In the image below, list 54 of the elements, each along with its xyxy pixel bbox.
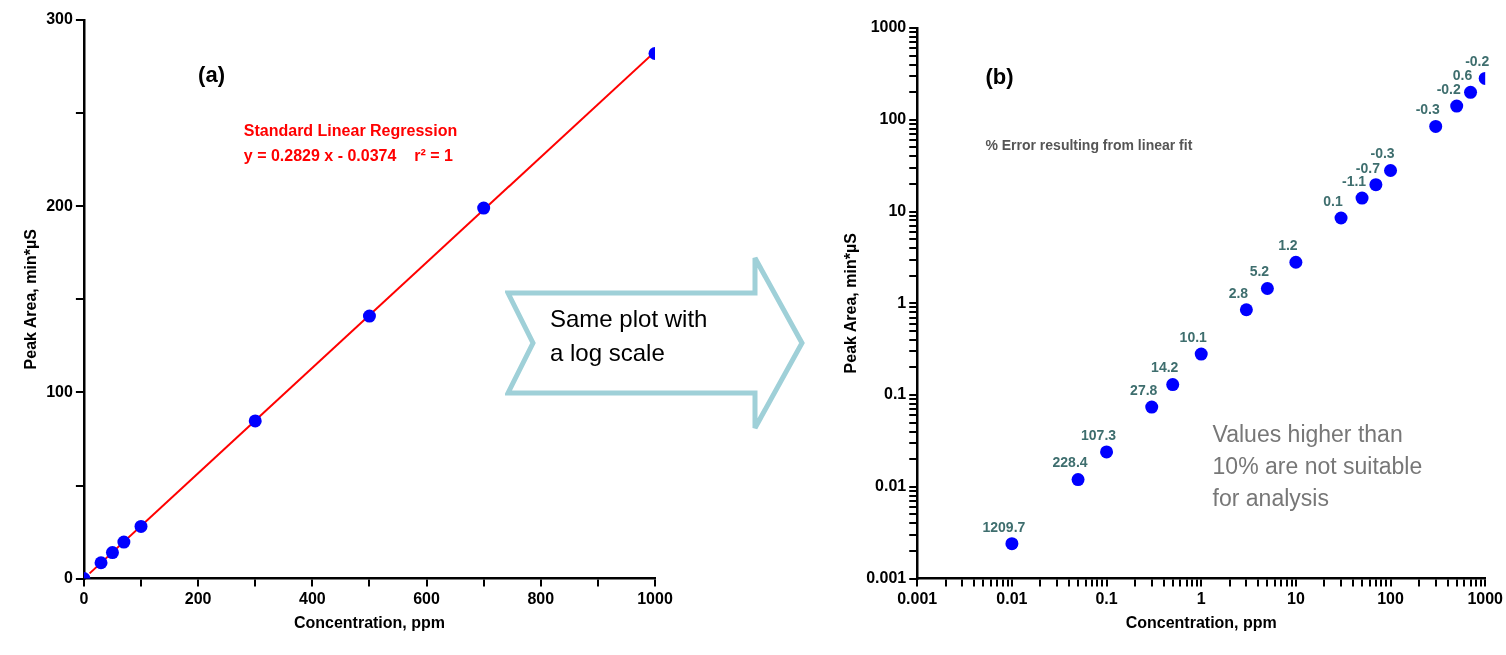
y-tick-label: 0.001	[866, 569, 907, 587]
y-tick-label: 1000	[870, 18, 907, 36]
annotation: % Error resulting from linear fit	[985, 137, 1193, 154]
y-tick-label: 100	[879, 110, 907, 128]
annotation: 0.1	[1323, 192, 1343, 209]
annotation: Values higher than 10% are not suitable for analysis	[1212, 420, 1423, 512]
y-tick-label: 0.1	[883, 385, 907, 403]
annotation: 10.1	[1179, 328, 1208, 345]
annotation: 1.2	[1278, 237, 1298, 254]
x-tick-label: 800	[527, 589, 555, 607]
point	[117, 535, 131, 549]
x-tick-label: 0.1	[1095, 589, 1118, 607]
point	[477, 201, 491, 215]
annotation: 228.4	[1052, 454, 1088, 471]
x-tick-label: 400	[298, 589, 326, 607]
annotation: -0.3	[1415, 101, 1440, 118]
annotation: -0.3	[1370, 145, 1395, 162]
y-axis-title: Peak Area, min*µS	[842, 232, 860, 374]
x-tick-label: 0	[79, 589, 89, 607]
annotation: 2.8	[1228, 284, 1249, 301]
annotation: 5.2	[1249, 263, 1270, 280]
y-axis-title: Peak Area, min*µS	[22, 228, 40, 370]
y-tick-label: 300	[46, 10, 73, 28]
y-tick-label: 0.01	[875, 477, 907, 495]
x-tick-label: 1000	[637, 589, 673, 607]
x-tick-label: 10	[1286, 589, 1305, 607]
annotation: (b)	[985, 63, 1014, 89]
point	[248, 414, 262, 428]
point	[105, 546, 119, 560]
annotation: y = 0.2829 x - 0.0374 r² = 1	[243, 147, 453, 165]
x-tick-label: 100	[1377, 589, 1404, 607]
point	[362, 309, 376, 323]
y-tick-label: 100	[46, 382, 73, 400]
annotation: -0.2	[1465, 53, 1490, 70]
annotation: 107.3	[1081, 426, 1117, 443]
annotation: Same plot with a log scale	[550, 304, 708, 368]
y-tick-label: 1	[897, 293, 907, 311]
x-axis-title: Concentration, ppm	[1125, 613, 1277, 631]
x-tick-label: 200	[184, 589, 212, 607]
x-tick-label: 600	[413, 589, 440, 607]
annotation: Standard Linear Regression	[243, 122, 458, 140]
x-axis-title: Concentration, ppm	[293, 613, 445, 631]
point	[134, 519, 148, 533]
point	[94, 556, 108, 570]
annotation: 27.8	[1130, 381, 1158, 398]
y-tick-label: 0	[63, 569, 73, 587]
annotation: 1209.7	[982, 518, 1026, 535]
x-tick-label: 1	[1196, 589, 1206, 607]
y-tick-label: 10	[888, 201, 907, 219]
annotation: 14.2	[1151, 359, 1179, 376]
y-tick-label: 200	[46, 196, 73, 214]
x-tick-label: 1000	[1467, 589, 1504, 607]
x-tick-label: 0.01	[996, 589, 1028, 607]
annotation: (a)	[198, 61, 226, 87]
